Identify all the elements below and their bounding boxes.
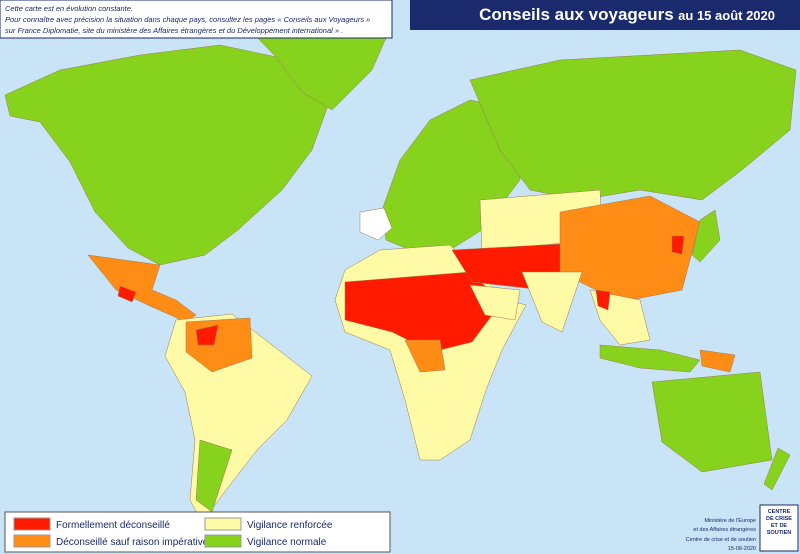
indonesia (599, 344, 701, 373)
logo-text: CENTRE DE CRISE ET DE SOUTIEN (766, 509, 792, 536)
venezuela-red (195, 324, 219, 346)
legend-box (4, 511, 391, 553)
japan (691, 209, 721, 263)
legend-label: Formellement déconseillé (56, 520, 170, 531)
legend-swatch (204, 534, 242, 548)
papua (699, 349, 736, 373)
legend-label: Vigilance renforcée (247, 520, 333, 531)
logo-line: CENTRE (768, 509, 791, 515)
arabia (469, 284, 521, 321)
logo-line: ET DE (771, 523, 788, 529)
legend-swatch (13, 534, 51, 548)
legend-swatch (204, 517, 242, 531)
note-box (0, 0, 393, 39)
myanmar-red (595, 289, 611, 311)
credit-line: et des Affaires étrangères (693, 527, 756, 533)
note-line: Cette carte est en évolution constante. (5, 4, 133, 13)
land (4, 13, 797, 523)
title: Conseils aux voyageurs au 15 août 2020 (479, 5, 775, 24)
credit-line: 15-08-2020 (728, 546, 756, 552)
india (521, 271, 583, 333)
legend-label: Déconseillé sauf raison impérative (56, 537, 209, 548)
central-africa (404, 339, 446, 373)
central-america-red (117, 285, 137, 303)
title-box (410, 0, 800, 30)
credit-line: Ministère de l'Europe (705, 518, 757, 524)
credits: Ministère de l'Europe et des Affaires ét… (686, 518, 757, 552)
logo-line: DE CRISE (766, 516, 792, 522)
note: Cette carte est en évolution constante. … (5, 4, 370, 35)
australia (651, 371, 773, 473)
legend: Formellement déconseillé Déconseillé sauf… (13, 517, 333, 548)
russia (469, 49, 797, 201)
legend-swatch (13, 517, 51, 531)
logo (759, 504, 799, 552)
note-line: sur France Diplomatie, site du ministère… (5, 26, 343, 35)
north-america (4, 44, 331, 266)
title-date: au 15 août 2020 (678, 8, 775, 23)
credit-line: Centre de crise et de soutien (686, 537, 756, 543)
note-line: Pour connaître avec précision la situati… (5, 15, 370, 24)
title-main: Conseils aux voyageurs (479, 5, 674, 24)
logo-line: SOUTIEN (767, 530, 791, 536)
france (359, 207, 393, 241)
north-korea (671, 235, 685, 255)
legend-label: Vigilance normale (247, 537, 327, 548)
new-zealand (763, 447, 791, 491)
